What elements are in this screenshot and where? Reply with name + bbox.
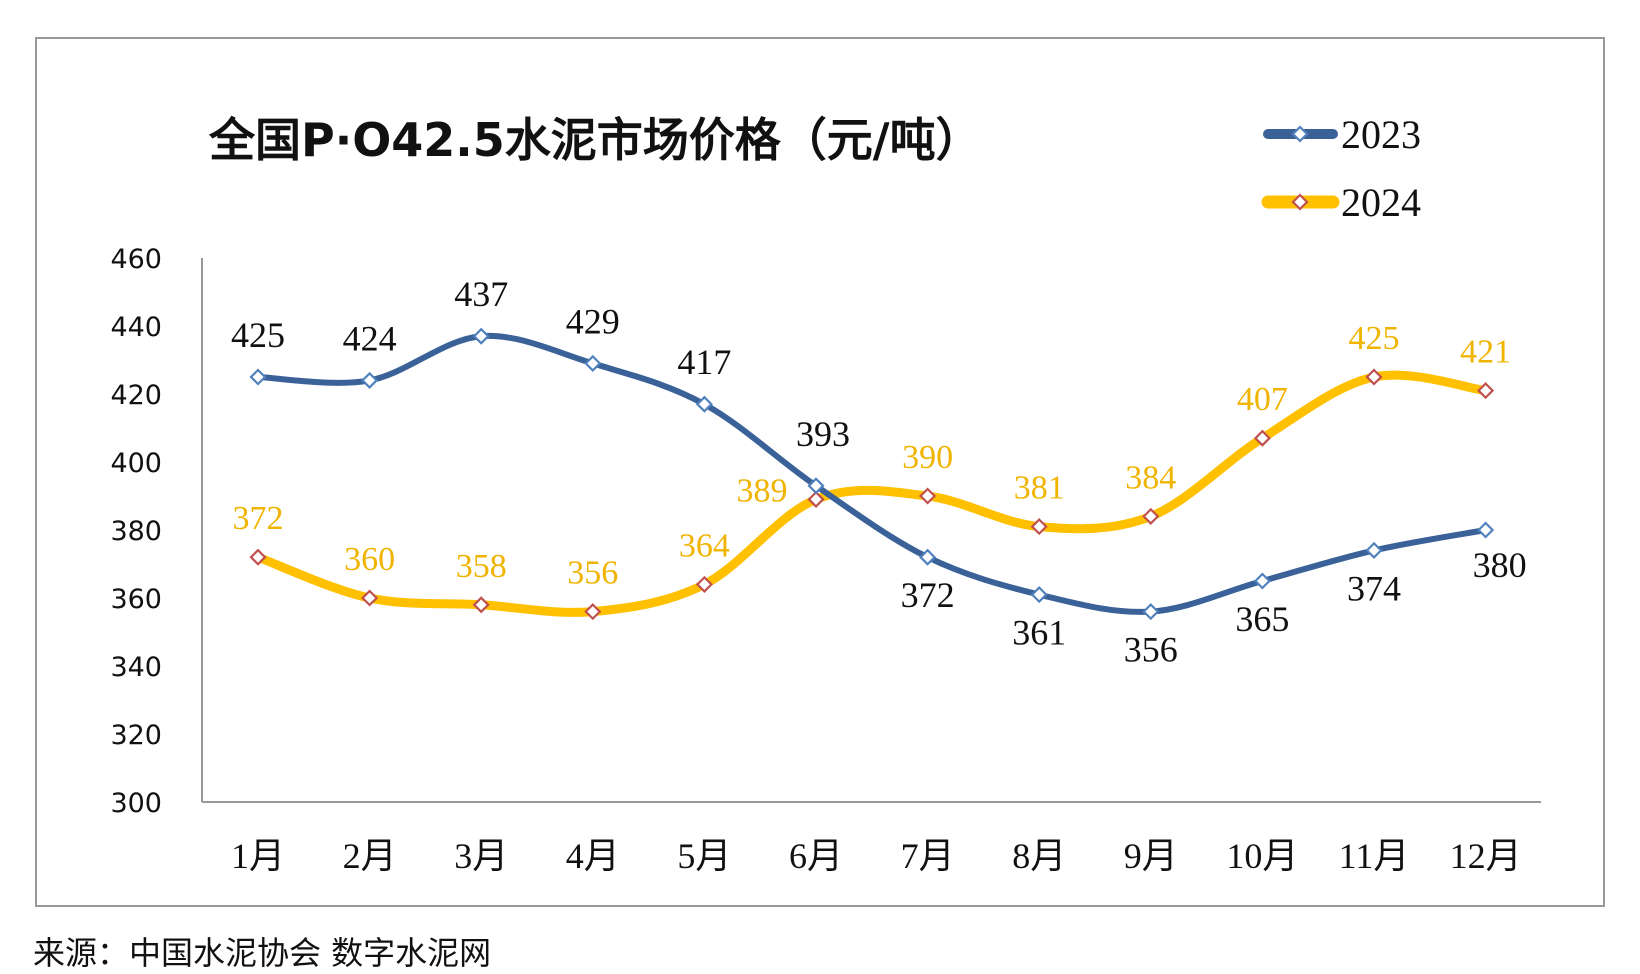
- data-label-2024: 356: [567, 555, 618, 592]
- data-point-2023: [1477, 521, 1495, 539]
- x-tick-label: 2月: [343, 836, 397, 876]
- data-label-2024: 364: [679, 527, 730, 564]
- data-label-2024: 360: [344, 541, 395, 578]
- data-point-2024: [1365, 368, 1383, 386]
- data-point-2024: [807, 490, 825, 508]
- chart-title: 全国P·O42.5水泥市场价格（元/吨）: [209, 113, 982, 167]
- legend-label-2024: 2024: [1341, 180, 1421, 225]
- data-point-2024: [361, 589, 379, 607]
- data-point-2024: [695, 575, 713, 593]
- y-tick-label: 460: [110, 244, 162, 275]
- x-tick-label: 8月: [1012, 836, 1066, 876]
- data-label-2024: 381: [1014, 470, 1065, 507]
- x-tick-label: 3月: [454, 836, 508, 876]
- series-line-2023: [255, 332, 1489, 615]
- data-point-2023: [1142, 603, 1160, 621]
- data-label-2024: 390: [902, 439, 953, 476]
- y-tick-label: 380: [110, 516, 162, 547]
- data-label-2023: 380: [1473, 545, 1527, 585]
- data-label-2023: 374: [1347, 568, 1401, 608]
- data-label-2023: 365: [1235, 599, 1289, 639]
- data-point-2024: [472, 596, 490, 614]
- data-point-2024: [1253, 429, 1271, 447]
- data-label-2023: 425: [231, 315, 285, 355]
- x-tick-label: 4月: [566, 836, 620, 876]
- data-point-2024: [584, 603, 602, 621]
- legend-marker-2023: [1291, 125, 1309, 143]
- y-tick-label: 360: [110, 584, 162, 615]
- data-point-2024: [1030, 518, 1048, 536]
- data-point-2024: [1477, 382, 1495, 400]
- data-label-2023: 437: [454, 274, 508, 314]
- data-point-2024: [919, 487, 937, 505]
- x-tick-label: 10月: [1226, 836, 1298, 876]
- x-tick-label: 6月: [789, 836, 843, 876]
- data-label-2024: 358: [456, 548, 507, 585]
- data-label-2024: 407: [1237, 381, 1288, 418]
- x-tick-label: 5月: [677, 836, 731, 876]
- data-label-2023: 417: [677, 342, 731, 382]
- source-note: 来源：中国水泥协会 数字水泥网: [33, 934, 492, 972]
- data-point-2023: [807, 477, 825, 495]
- y-tick-label: 320: [110, 720, 162, 751]
- data-point-2024: [1142, 507, 1160, 525]
- data-label-2024: 421: [1460, 334, 1511, 371]
- x-tick-label: 9月: [1124, 836, 1178, 876]
- legend-label-2023: 2023: [1341, 112, 1421, 157]
- data-point-2023: [472, 327, 490, 345]
- data-point-2024: [249, 548, 267, 566]
- data-label-2023: 424: [343, 318, 397, 358]
- data-label-2023: 372: [901, 575, 955, 615]
- x-tick-label: 11月: [1339, 836, 1410, 876]
- data-label-2023: 393: [796, 414, 850, 454]
- data-point-2023: [695, 395, 713, 413]
- data-label-2024: 425: [1349, 320, 1400, 357]
- data-point-2023: [1030, 586, 1048, 604]
- x-tick-label: 12月: [1450, 836, 1522, 876]
- data-label-2023: 356: [1124, 630, 1178, 670]
- data-point-2023: [919, 548, 937, 566]
- series-line-2024: [253, 370, 1491, 617]
- y-tick-label: 440: [110, 312, 162, 343]
- y-tick-label: 400: [110, 448, 162, 479]
- data-point-2023: [1365, 541, 1383, 559]
- data-label-2024: 384: [1125, 459, 1176, 496]
- data-point-2023: [1253, 572, 1271, 590]
- data-point-2023: [361, 371, 379, 389]
- data-label-2023: 429: [566, 301, 620, 341]
- data-point-2023: [249, 368, 267, 386]
- y-tick-label: 300: [110, 788, 162, 819]
- y-tick-label: 420: [110, 380, 162, 411]
- data-label-2023: 361: [1012, 613, 1066, 653]
- x-tick-label: 7月: [901, 836, 955, 876]
- y-tick-label: 340: [110, 652, 162, 683]
- data-label-2024: 389: [737, 472, 788, 509]
- data-label-2024: 372: [233, 500, 284, 537]
- chart-frame: [35, 37, 1605, 907]
- legend-marker-2024: [1291, 193, 1309, 211]
- x-tick-label: 1月: [231, 836, 285, 876]
- data-point-2023: [584, 354, 602, 372]
